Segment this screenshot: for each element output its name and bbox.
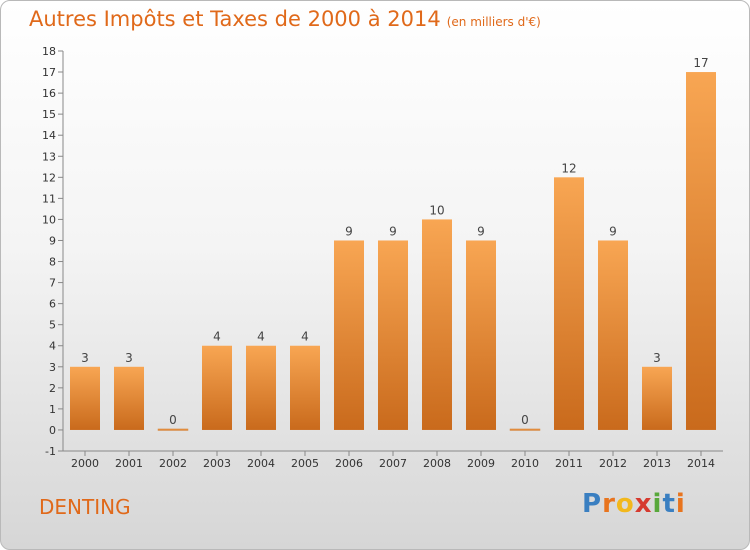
y-tick-label: 9	[49, 234, 56, 247]
bar-2004	[246, 345, 276, 430]
y-tick-label: 6	[49, 298, 56, 311]
bar-2002	[157, 428, 189, 431]
value-label-2004: 4	[257, 330, 265, 344]
value-label-2009: 9	[477, 224, 485, 238]
commune-name: DENTING	[39, 495, 131, 519]
chart-bars	[70, 72, 716, 431]
value-label-2008: 10	[429, 203, 444, 217]
proxiti-logo[interactable]: Proxiti	[582, 489, 686, 519]
chart-value-labels: 3 3 0 4 4 4 9 9 10 9 0 12 9 3 17	[81, 56, 708, 427]
logo-letter: P	[582, 489, 603, 519]
bar-2014	[686, 72, 716, 430]
x-tick-label: 2001	[115, 457, 143, 470]
y-tick-label: 16	[42, 87, 56, 100]
y-tick-label: 11	[42, 192, 56, 205]
bar-2011	[554, 177, 584, 430]
value-label-2001: 3	[125, 351, 133, 365]
value-label-2002: 0	[169, 413, 177, 427]
value-label-2014: 17	[693, 56, 708, 70]
x-tick-label: 2000	[71, 457, 99, 470]
y-tick-label: 5	[49, 319, 56, 332]
logo-letter: t	[662, 489, 676, 519]
logo-letter: x	[634, 489, 653, 519]
y-tick-label: 0	[49, 424, 56, 437]
x-tick-label: 2004	[247, 457, 275, 470]
value-label-2003: 4	[213, 330, 221, 344]
bar-2000	[70, 366, 100, 430]
y-tick-label: 18	[42, 45, 56, 58]
x-tick-label: 2012	[599, 457, 627, 470]
bar-2012	[598, 240, 628, 430]
chart-title-text: Autres Impôts et Taxes de 2000 à 2014	[29, 7, 441, 31]
value-label-2007: 9	[389, 224, 397, 238]
x-tick-label: 2006	[335, 457, 363, 470]
value-label-2010: 0	[521, 413, 529, 427]
y-tick-label: 3	[49, 361, 56, 374]
x-tick-label: 2010	[511, 457, 539, 470]
y-tick-label: 17	[42, 66, 56, 79]
value-label-2005: 4	[301, 330, 309, 344]
x-tick-label: 2011	[555, 457, 583, 470]
x-tick-label: 2003	[203, 457, 231, 470]
x-tick-label: 2007	[379, 457, 407, 470]
logo-letter: i	[675, 489, 686, 519]
y-tick-label: 14	[42, 129, 56, 142]
x-tick-label: 2005	[291, 457, 319, 470]
logo-letter: i	[652, 489, 663, 519]
x-tick-label: 2009	[467, 457, 495, 470]
logo-letter: o	[615, 489, 635, 519]
x-tick-label: 2002	[159, 457, 187, 470]
x-tick-label: 2014	[687, 457, 715, 470]
y-tick-label: 1	[49, 403, 56, 416]
bar-2010	[509, 428, 541, 431]
value-label-2012: 9	[609, 224, 617, 238]
y-tick-label: 15	[42, 108, 56, 121]
bar-2008	[422, 219, 452, 430]
y-tick-label: 13	[42, 150, 56, 163]
value-label-2000: 3	[81, 351, 89, 365]
y-tick-label: 4	[49, 340, 56, 353]
bar-2013	[642, 366, 672, 430]
bar-2001	[114, 366, 144, 430]
x-tick-label: 2008	[423, 457, 451, 470]
value-label-2006: 9	[345, 224, 353, 238]
bar-2003	[202, 345, 232, 430]
bar-2009	[466, 240, 496, 430]
x-tick-label: 2013	[643, 457, 671, 470]
y-tick-label: -1	[45, 445, 56, 458]
chart-subtitle: (en milliers d'€)	[446, 15, 541, 29]
y-tick-label: 10	[42, 213, 56, 226]
bar-2007	[378, 240, 408, 430]
y-tick-label: 7	[49, 277, 56, 290]
value-label-2013: 3	[653, 351, 661, 365]
chart-title: Autres Impôts et Taxes de 2000 à 2014 (en…	[29, 7, 541, 31]
y-tick-label: 2	[49, 382, 56, 395]
value-label-2011: 12	[561, 161, 576, 175]
y-tick-label: 12	[42, 171, 56, 184]
logo-letter: r	[602, 489, 616, 519]
bar-2005	[290, 345, 320, 430]
y-tick-label: 8	[49, 256, 56, 269]
bar-2006	[334, 240, 364, 430]
